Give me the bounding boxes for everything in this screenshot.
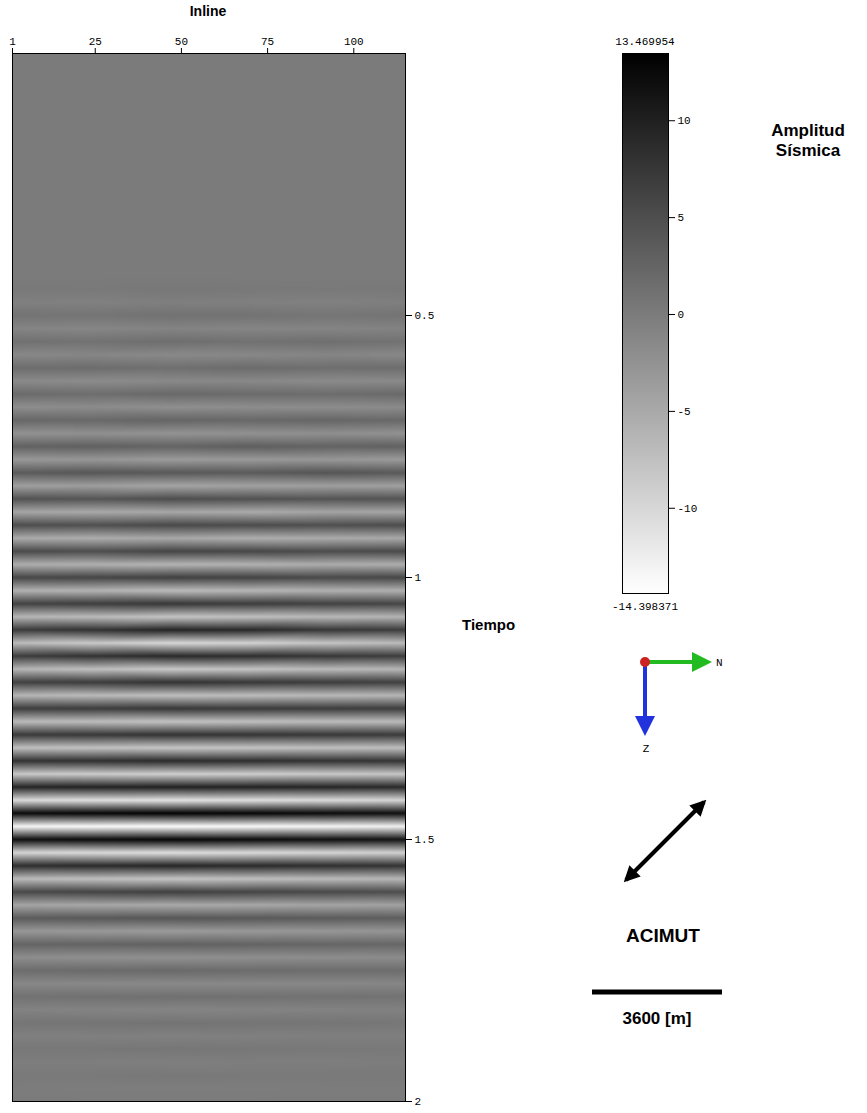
svg-text:1.5: 1.5 bbox=[415, 834, 435, 846]
svg-text:0.5: 0.5 bbox=[415, 310, 435, 322]
svg-text:Tiempo: Tiempo bbox=[462, 616, 515, 633]
svg-text:Inline: Inline bbox=[190, 3, 227, 19]
svg-text:-14.398371: -14.398371 bbox=[612, 601, 678, 613]
svg-text:N: N bbox=[716, 657, 723, 669]
svg-text:1: 1 bbox=[9, 36, 16, 48]
svg-text:AmplitudSísmica: AmplitudSísmica bbox=[771, 121, 845, 160]
svg-text:5: 5 bbox=[678, 212, 685, 224]
svg-text:2: 2 bbox=[415, 1096, 422, 1108]
svg-text:0: 0 bbox=[678, 309, 685, 321]
svg-text:50: 50 bbox=[175, 36, 188, 48]
svg-text:100: 100 bbox=[344, 36, 364, 48]
svg-text:ACIMUT: ACIMUT bbox=[626, 925, 700, 946]
svg-text:10: 10 bbox=[678, 115, 691, 127]
svg-text:25: 25 bbox=[89, 36, 102, 48]
svg-text:-5: -5 bbox=[678, 406, 691, 418]
svg-text:13.469954: 13.469954 bbox=[615, 36, 675, 48]
svg-text:75: 75 bbox=[261, 36, 274, 48]
svg-text:Z: Z bbox=[643, 743, 650, 755]
svg-text:1: 1 bbox=[415, 572, 422, 584]
svg-text:-10: -10 bbox=[678, 503, 698, 515]
svg-text:3600 [m]: 3600 [m] bbox=[623, 1009, 692, 1028]
